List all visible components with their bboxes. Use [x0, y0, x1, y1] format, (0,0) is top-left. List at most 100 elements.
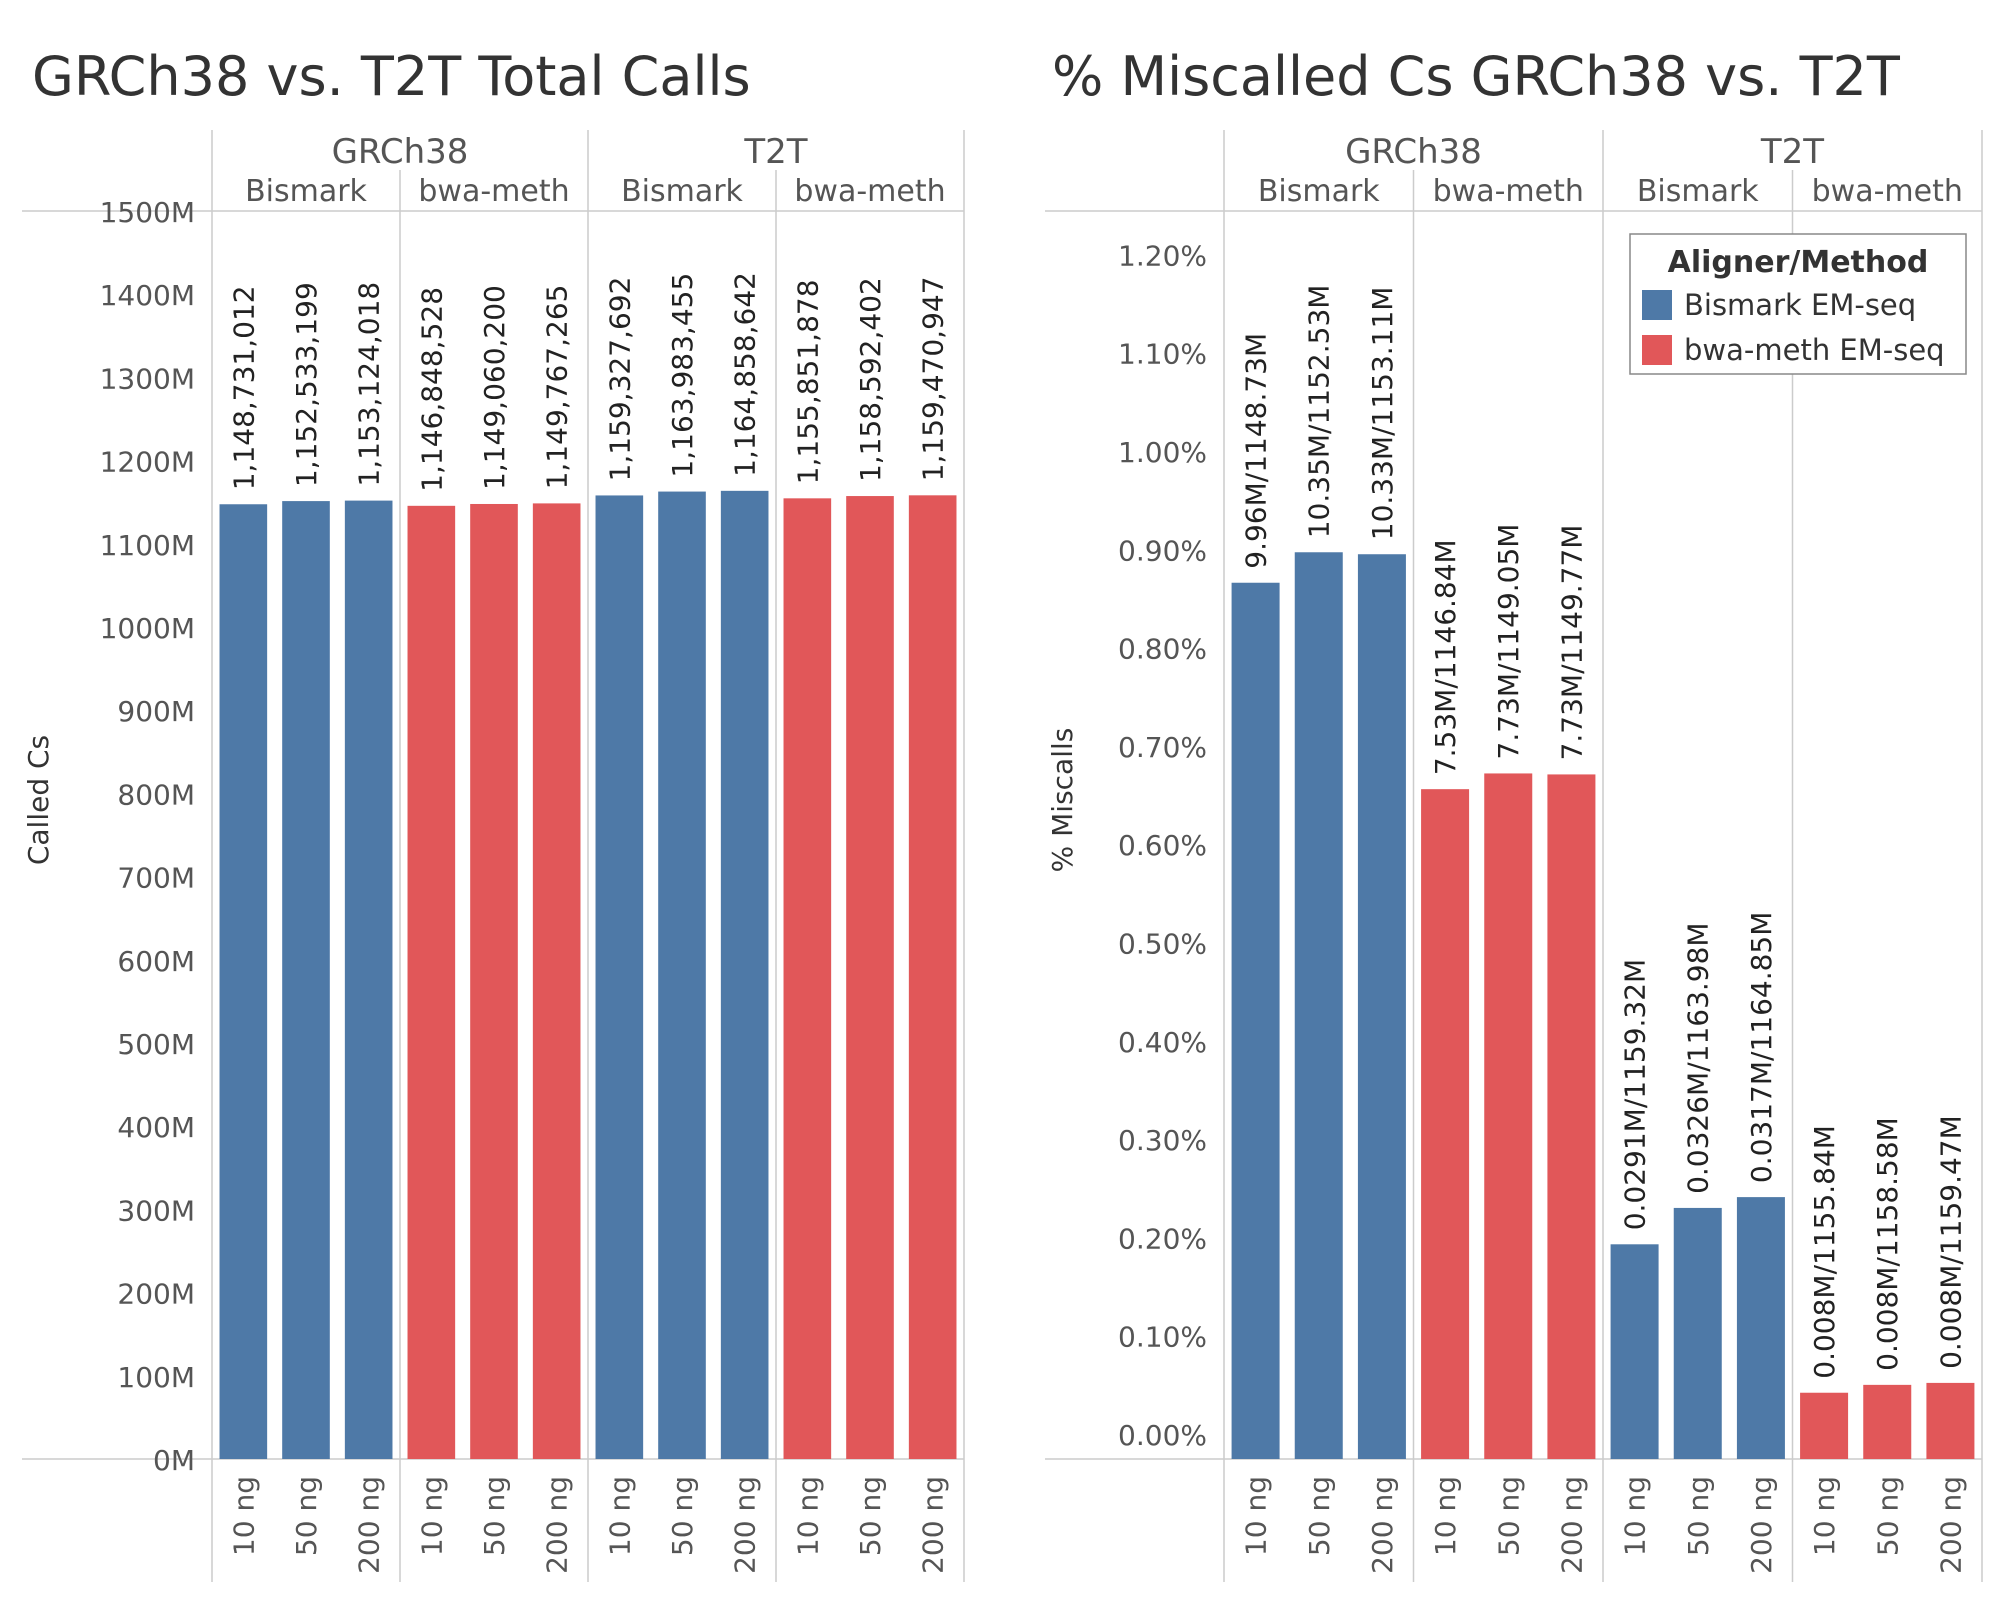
y-tick-label: 1.20% [1118, 239, 1207, 272]
x-tick-label: 10 ng [1429, 1476, 1462, 1556]
y-tick-label: 0.60% [1118, 829, 1207, 862]
bar-grch38-bwa-meth-3 [1547, 774, 1596, 1459]
aligner-header: bwa-meth [1433, 174, 1584, 209]
y-tick-label: 1200M [100, 446, 195, 479]
x-tick-label: 10 ng [791, 1476, 824, 1556]
aligner-header: bwa-meth [794, 174, 945, 209]
bar-t2t-bwa-meth-1 [1800, 1392, 1849, 1459]
x-tick-label: 200 ng [729, 1476, 762, 1574]
y-tick-label: 600M [117, 945, 195, 978]
bar-t2t-bwa-meth-3 [908, 495, 957, 1459]
y-tick-label: 1.10% [1118, 338, 1207, 371]
data-label: 10.33M/1153.11M [1366, 287, 1399, 541]
legend-swatch [1642, 335, 1672, 365]
y-tick-label: 700M [117, 862, 195, 895]
data-label: 10.35M/1152.53M [1303, 285, 1336, 539]
bar-grch38-bismark-3 [1357, 554, 1406, 1459]
bar-grch38-bismark-2 [282, 501, 330, 1459]
data-label: 1,164,858,642 [729, 272, 762, 477]
bar-t2t-bismark-3 [720, 490, 769, 1459]
chart-1: GRCh38 vs. T2T Total Calls Called Cs GRCh3… [22, 45, 965, 1582]
data-label: 0.0317M/1164.85M [1745, 912, 1778, 1184]
data-label: 1,148,731,012 [227, 285, 260, 490]
aligner-header: Bismark [621, 174, 743, 209]
aligner-header: Bismark [1637, 174, 1759, 209]
bar-t2t-bwa-meth-1 [783, 498, 832, 1459]
bar-grch38-bismark-1 [1231, 582, 1280, 1459]
y-tick-label: 1000M [100, 612, 195, 645]
y-tick-label: 0.10% [1118, 1321, 1207, 1354]
x-tick-label: 50 ng [1871, 1476, 1904, 1556]
bar-grch38-bismark-2 [1294, 552, 1343, 1459]
bar-t2t-bwa-meth-2 [846, 496, 894, 1459]
x-tick-label: 200 ng [917, 1476, 950, 1574]
x-tick-label: 200 ng [353, 1476, 386, 1574]
reference-header: GRCh38 [332, 132, 469, 172]
y-tick-label: 900M [117, 695, 195, 728]
data-label: 1,149,060,200 [478, 285, 511, 490]
data-label: 1,163,983,455 [666, 273, 699, 478]
bar-t2t-bwa-meth-3 [1926, 1382, 1975, 1459]
data-label: 1,153,124,018 [353, 282, 386, 487]
aligner-header: bwa-meth [1812, 174, 1963, 209]
y-tick-label: 300M [117, 1194, 195, 1227]
y-tick-label: 0.20% [1118, 1222, 1207, 1255]
legend-item-label: bwa-meth EM-seq [1684, 333, 1945, 367]
y-tick-label: 0M [153, 1444, 195, 1477]
chart-title: GRCh38 vs. T2T Total Calls [32, 45, 751, 108]
x-tick-label: 200 ng [1555, 1476, 1588, 1574]
aligner-header: Bismark [1258, 174, 1380, 209]
x-tick-label: 50 ng [854, 1476, 887, 1556]
legend-box [1629, 233, 1967, 375]
x-tick-label: 10 ng [1808, 1476, 1841, 1556]
y-tick-label: 1400M [100, 279, 195, 312]
legend-swatch [1642, 290, 1672, 320]
x-tick-label: 10 ng [1240, 1476, 1273, 1556]
bar-grch38-bismark-3 [344, 500, 393, 1459]
y-tick-label: 200M [117, 1278, 195, 1311]
x-tick-label: 200 ng [1366, 1476, 1399, 1574]
data-label: 0.0291M/1159.32M [1619, 959, 1652, 1231]
y-tick-label: 0.80% [1118, 633, 1207, 666]
bar-grch38-bwa-meth-1 [407, 505, 456, 1459]
x-tick-label: 50 ng [1492, 1476, 1525, 1556]
data-label: 1,159,327,692 [603, 277, 636, 482]
x-tick-label: 50 ng [478, 1476, 511, 1556]
x-tick-label: 50 ng [1682, 1476, 1715, 1556]
bar-t2t-bismark-2 [658, 491, 706, 1459]
bar-t2t-bwa-meth-2 [1863, 1384, 1912, 1459]
y-tick-label: 0.50% [1118, 928, 1207, 961]
legend-title: Aligner/Method [1668, 245, 1929, 280]
bar-grch38-bismark-1 [219, 504, 268, 1459]
bar-grch38-bwa-meth-2 [470, 503, 518, 1459]
data-label: 0.008M/1159.47M [1934, 1115, 1967, 1369]
data-label: 1,152,533,199 [290, 282, 323, 487]
x-tick-label: 200 ng [1745, 1476, 1778, 1574]
x-tick-label: 10 ng [227, 1476, 260, 1556]
bar-grch38-bwa-meth-3 [532, 503, 581, 1459]
data-label: 0.0326M/1163.98M [1682, 922, 1715, 1194]
data-label: 9.96M/1148.73M [1240, 333, 1273, 569]
y-tick-label: 800M [117, 778, 195, 811]
y-tick-label: 400M [117, 1111, 195, 1144]
x-tick-label: 200 ng [541, 1476, 574, 1574]
y-tick-label: 0.40% [1118, 1026, 1207, 1059]
y-tick-label: 0.00% [1118, 1419, 1207, 1452]
data-label: 1,159,470,947 [917, 276, 950, 481]
data-label: 0.008M/1155.84M [1808, 1125, 1841, 1379]
x-tick-label: 200 ng [1934, 1476, 1967, 1574]
y-tick-label: 1500M [100, 196, 195, 229]
reference-header: GRCh38 [1345, 132, 1482, 172]
y-tick-label: 0.30% [1118, 1124, 1207, 1157]
data-label: 7.53M/1146.84M [1429, 539, 1462, 775]
y-tick-label: 1300M [100, 362, 195, 395]
reference-header: T2T [1760, 132, 1824, 172]
legend: Aligner/Method Bismark EM-seq bwa-meth EM-… [1629, 233, 1967, 375]
data-label: 0.008M/1158.58M [1871, 1117, 1904, 1371]
y-tick-label: 500M [117, 1028, 195, 1061]
bar-grch38-bwa-meth-2 [1484, 773, 1533, 1459]
x-tick-label: 50 ng [1303, 1476, 1336, 1556]
y-tick-label: 0.70% [1118, 731, 1207, 764]
chart-title: % Miscalled Cs GRCh38 vs. T2T [1052, 45, 1901, 108]
